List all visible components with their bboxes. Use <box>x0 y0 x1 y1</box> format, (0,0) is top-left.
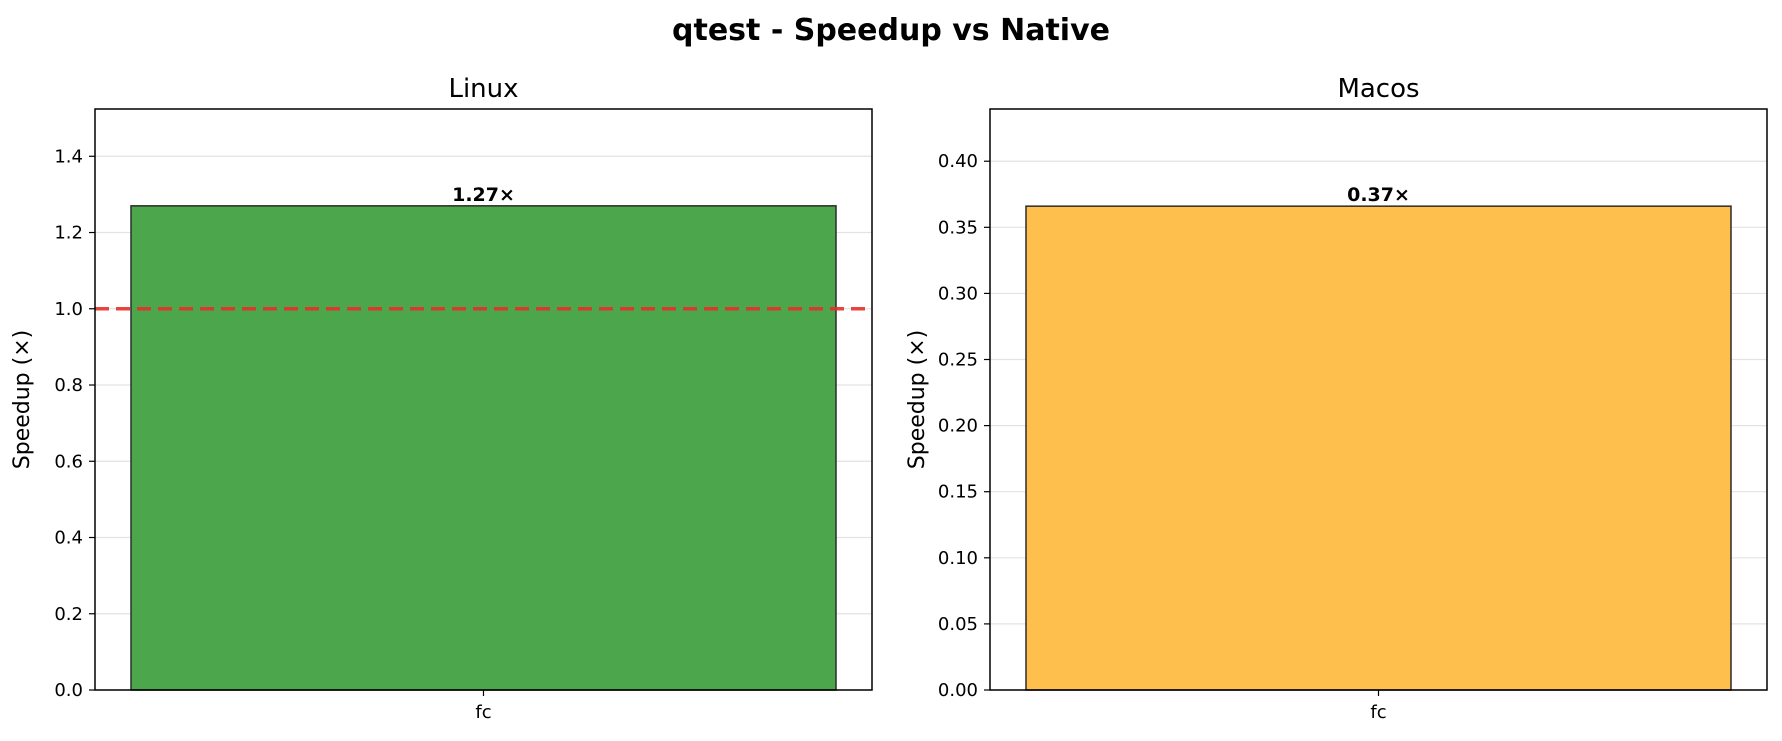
y-tick-label: 1.2 <box>54 223 83 244</box>
plot-frame <box>94 108 873 691</box>
y-tick-label: 0.25 <box>938 350 978 371</box>
y-tick-label: 0.40 <box>938 151 978 172</box>
x-tick-label: fc <box>475 702 491 723</box>
y-tick-label: 0.35 <box>938 217 978 238</box>
y-axis-label: Speedup (×) <box>905 330 930 469</box>
chart-panel-macos: 0.37× fc 0.00 0.05 0.10 0.15 0.20 0.25 0.30 0.35 0… <box>905 74 1768 723</box>
y-tick-label: 0.00 <box>938 680 978 701</box>
y-tick-label: 0.30 <box>938 283 978 304</box>
y-tick-label: 0.20 <box>938 416 978 437</box>
y-tick-label: 0.15 <box>938 482 978 503</box>
y-tick-label: 1.4 <box>54 146 83 167</box>
y-axis-label: Speedup (×) <box>10 330 35 469</box>
panel-title: Macos <box>1337 74 1419 104</box>
y-tick-label: 0.8 <box>54 375 83 396</box>
figure-title: qtest - Speedup vs Native <box>672 13 1110 48</box>
chart-panel-linux: 1.27× fc 0.0 0.2 0.4 0.6 0.8 1.0 1.2 1.4 Linux Spee… <box>10 74 873 723</box>
y-tick-label: 0.2 <box>54 604 83 625</box>
y-tick-label: 0.0 <box>54 680 83 701</box>
bar-fc <box>1025 205 1732 691</box>
y-tick-label: 0.05 <box>938 614 978 635</box>
y-tick-label: 0.4 <box>54 528 83 549</box>
y-tick-label: 0.10 <box>938 548 978 569</box>
bar-value-label: 1.27× <box>452 184 515 206</box>
x-tick-label: fc <box>1370 702 1386 723</box>
panel-title: Linux <box>448 74 518 104</box>
y-tick-label: 0.6 <box>54 451 83 472</box>
bar-fc <box>130 205 837 691</box>
plot-frame <box>989 108 1768 691</box>
y-tick-label: 1.0 <box>54 299 83 320</box>
bar-value-label: 0.37× <box>1347 184 1410 206</box>
